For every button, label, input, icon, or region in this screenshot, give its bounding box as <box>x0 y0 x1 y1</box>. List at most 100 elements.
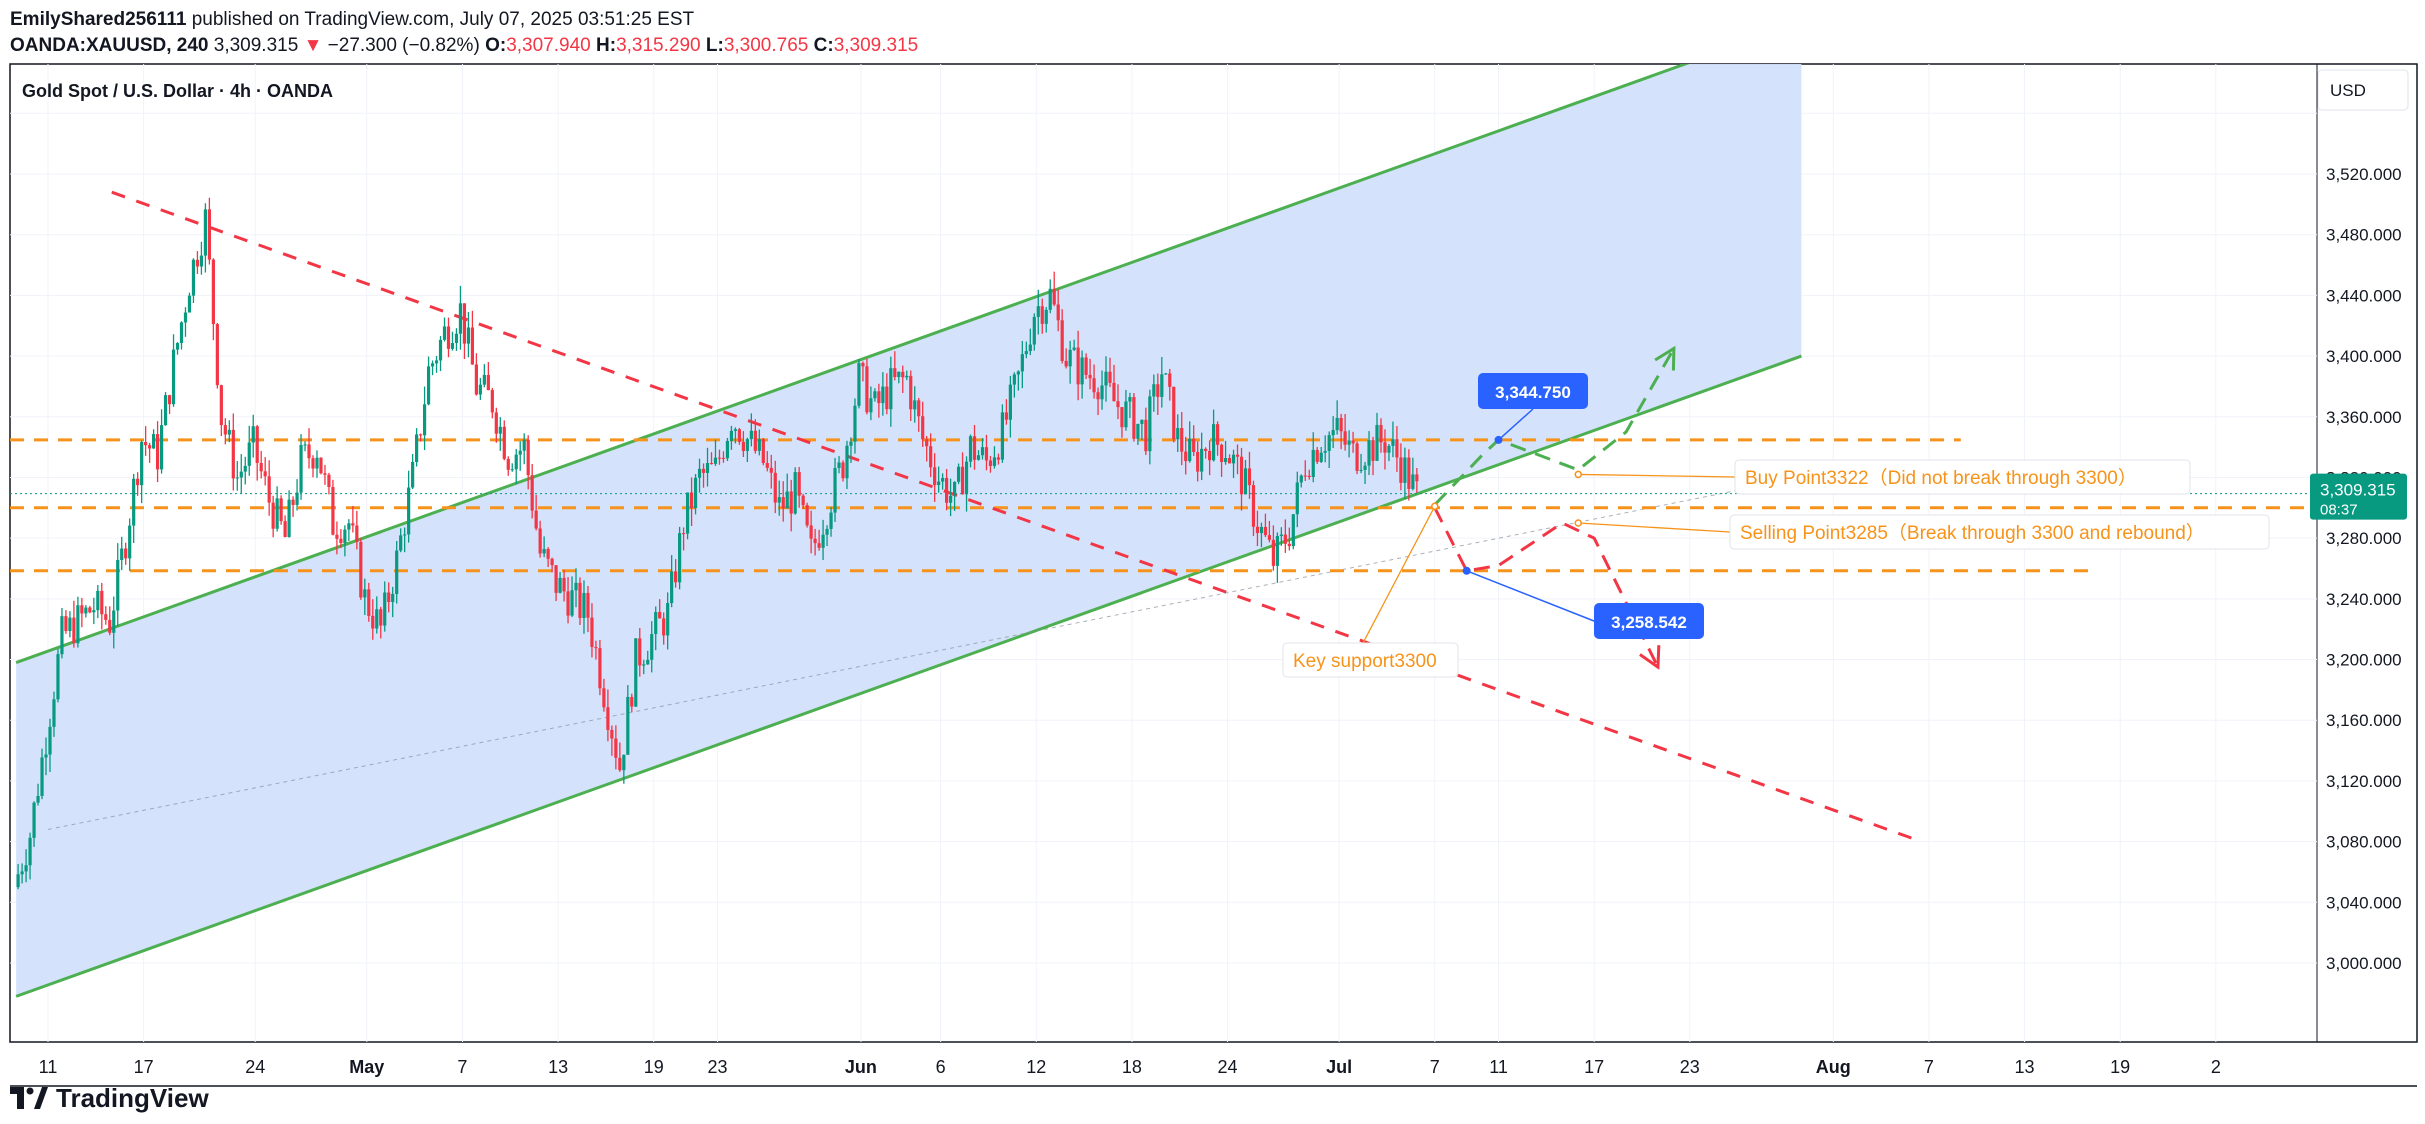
candle-body <box>148 445 152 449</box>
candle-body <box>972 436 977 460</box>
candle-body <box>1243 468 1248 495</box>
candle-body <box>307 444 311 459</box>
candle-body <box>163 395 168 426</box>
author-name[interactable]: EmilyShared256111 <box>10 9 187 30</box>
high-value: 3,315.290 <box>616 35 701 56</box>
candle-body <box>861 362 865 367</box>
candle-body <box>88 607 92 613</box>
candle-body <box>733 429 738 431</box>
candle-body <box>319 457 323 474</box>
candle-body <box>534 510 538 529</box>
candle-body <box>833 468 837 513</box>
candle-body <box>478 384 482 395</box>
annotation-label[interactable]: Buy Point3322（Did not break through 3300… <box>1574 459 2191 495</box>
price-change: −27.300 (−0.82%) <box>327 35 480 56</box>
channel-lower-line[interactable] <box>15 354 1802 998</box>
annotation-box <box>1734 459 2191 495</box>
annotation-box <box>1729 514 2270 550</box>
annotation-label[interactable]: Selling Point3285（Break through 3300 and… <box>1574 514 2270 550</box>
low-label: L: <box>705 35 724 56</box>
currency-box <box>2317 69 2409 111</box>
candle-body <box>1200 448 1204 472</box>
candle-body <box>379 609 383 626</box>
channel-fill <box>16 64 1802 997</box>
candle-body <box>554 565 558 593</box>
candle-body <box>175 343 180 350</box>
price-tick-label: 3,240.000 <box>2326 590 2402 609</box>
candle-body <box>1399 457 1403 483</box>
candle-body <box>454 333 459 344</box>
candle-body <box>757 439 761 451</box>
candle-body <box>199 255 204 267</box>
candle-body <box>422 404 427 436</box>
candle-body <box>203 209 208 256</box>
annotation-leader <box>1578 473 1736 478</box>
price-tick-label: 3,440.000 <box>2326 286 2402 305</box>
candle-body <box>797 472 801 496</box>
candle-body <box>941 477 945 482</box>
candle-body <box>1363 465 1367 470</box>
annotation-label[interactable]: Key support3300 <box>1282 502 1459 678</box>
candle-body <box>1303 475 1307 477</box>
close-label: C: <box>813 35 834 56</box>
candle-body <box>654 612 658 635</box>
candle-body <box>582 592 586 618</box>
time-tick-label: 11 <box>39 1057 58 1077</box>
publisher-line: EmilyShared256111 published on TradingVi… <box>10 8 694 32</box>
candle-body <box>191 259 196 296</box>
candle-body <box>697 468 702 478</box>
candle-body <box>68 617 72 631</box>
symbol-label[interactable]: OANDA:XAUUSD, 240 <box>10 35 209 56</box>
annotation-leader <box>1578 522 1731 533</box>
candle-body <box>132 478 136 526</box>
candle-body <box>1004 412 1008 420</box>
candle-body <box>371 615 375 629</box>
candle-body <box>403 534 407 536</box>
candle-body <box>411 462 415 488</box>
candle-body <box>1088 374 1092 379</box>
tradingview-logo[interactable]: TradingView <box>10 1082 209 1114</box>
candle-body <box>48 726 52 755</box>
candle-body <box>179 322 184 344</box>
candle-body <box>124 548 128 559</box>
candle-body <box>1307 475 1311 478</box>
candle-body <box>606 707 610 730</box>
bullish-projection[interactable] <box>1433 347 1676 506</box>
price-tick-label: 3,120.000 <box>2326 772 2402 791</box>
candle-body <box>725 440 730 459</box>
price-callout[interactable]: 3,258.542 <box>1462 566 1704 639</box>
candle-body <box>1267 535 1272 540</box>
candle-body <box>1056 304 1060 321</box>
candle-body <box>781 497 785 509</box>
candle-body <box>992 457 997 466</box>
candle-body <box>64 616 68 631</box>
candle-body <box>813 538 817 544</box>
candle-body <box>1219 444 1224 462</box>
callout-box <box>1594 603 1704 639</box>
bearish-projection[interactable] <box>1433 507 1660 668</box>
candle-body <box>343 529 347 543</box>
time-axis[interactable]: 11 17 24 May 7 13 19 23 Jun 6 12 18 24 Jul 7 11 17 23 Aug 7… <box>39 1057 2221 1077</box>
candle-body <box>658 612 662 619</box>
candle-body <box>215 324 219 386</box>
channel-upper-line[interactable] <box>15 0 1961 664</box>
downtrend-line[interactable] <box>111 190 1914 840</box>
candle-body <box>1375 424 1379 461</box>
candle-body <box>1395 439 1399 458</box>
price-tick-label: 3,040.000 <box>2326 893 2402 912</box>
candles <box>16 197 1419 890</box>
price-callout[interactable]: 3,344.750 <box>1478 373 1588 444</box>
candle-body <box>1239 456 1244 495</box>
candle-body <box>466 327 471 344</box>
open-value: 3,307.940 <box>506 35 591 56</box>
candle-body <box>964 461 969 495</box>
candle-body <box>685 492 690 534</box>
time-tick-label: Aug <box>1816 1057 1851 1077</box>
candle-body <box>1184 451 1188 462</box>
annotation-point <box>1574 470 1582 479</box>
candle-body <box>765 463 769 468</box>
time-tick-label: 19 <box>644 1057 664 1077</box>
price-axis[interactable]: USD 3,000.000 3,040.000 3,080.000 3,120.000 3… <box>2310 69 2409 973</box>
candle-body <box>988 460 993 466</box>
